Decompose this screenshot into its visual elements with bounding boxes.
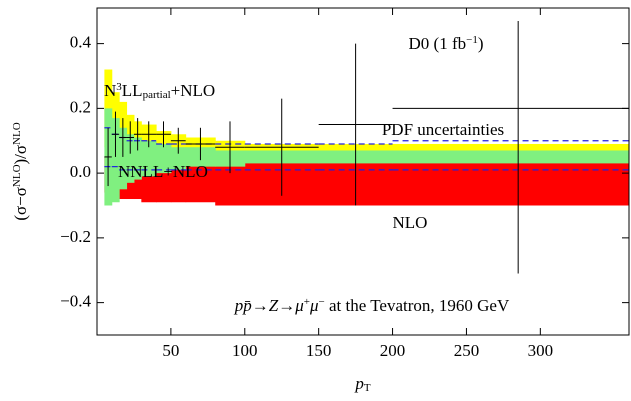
band-label: N3LLpartial+NLO — [104, 81, 215, 101]
annotation: pp̄→Z→μ+μ− at the Tevatron, 1960 GeV — [234, 296, 510, 315]
band-segment — [119, 127, 128, 190]
x-tick-label: 250 — [454, 341, 480, 360]
band-segment — [141, 140, 157, 177]
band-label: NLO — [393, 213, 428, 232]
band-segment — [111, 118, 120, 203]
band-segment — [126, 134, 135, 183]
text-part: μ — [294, 296, 304, 315]
text-part: NLO — [393, 213, 428, 232]
text-part: NLO — [11, 122, 23, 145]
text-part: +NLO — [171, 81, 216, 100]
text-part: −1 — [466, 34, 478, 46]
x-tick-label: 50 — [162, 341, 179, 360]
plot-frame — [96, 7, 630, 336]
x-tick-label: 100 — [232, 341, 258, 360]
text-part: PDF uncertainties — [382, 120, 504, 139]
text-part: Z — [269, 296, 279, 315]
y-tick-label: 0.0 — [70, 162, 91, 181]
band-label: NNLL+NLO — [118, 162, 208, 181]
text-part: 3 — [116, 81, 122, 93]
band-segment — [133, 137, 142, 180]
band-segment — [156, 143, 172, 174]
x-tick-label: 150 — [306, 341, 332, 360]
y-tick-label: −0.4 — [60, 292, 91, 311]
text-part: → — [278, 296, 295, 315]
text-part: (σ−σ — [11, 187, 30, 221]
text-part: μ — [309, 296, 319, 315]
band-segment — [392, 150, 629, 164]
text-part: N — [104, 81, 116, 100]
text-part: NLO — [11, 164, 23, 187]
text-part: at the Tevatron, 1960 GeV — [325, 296, 510, 315]
text-part: ) — [478, 34, 484, 53]
x-tick-label: 200 — [380, 341, 406, 360]
text-part: NNLL+NLO — [118, 162, 208, 181]
band-segment — [170, 147, 187, 170]
x-tick-label: 300 — [528, 341, 554, 360]
text-part: + — [304, 296, 310, 308]
plot-layer — [104, 20, 629, 274]
y-tick-label: −0.2 — [60, 227, 91, 246]
text-part: )/σ — [11, 145, 30, 165]
text-part: D0 (1 fb — [409, 34, 467, 53]
y-tick-label: 0.2 — [70, 97, 91, 116]
data-label: D0 (1 fb−1) — [409, 34, 484, 53]
text-part: p̄ — [242, 296, 252, 315]
text-part: T — [364, 382, 371, 394]
pdf-label: PDF uncertainties — [382, 120, 504, 139]
text-part: LL — [122, 81, 143, 100]
text-part: p — [234, 296, 244, 315]
text-part: partial — [143, 89, 171, 101]
text-part: − — [319, 296, 325, 308]
band-segment — [392, 143, 629, 154]
x-axis-label: pT — [354, 374, 371, 394]
text-part: p — [354, 374, 364, 393]
y-axis-label: (σ−σNLO)/σNLO — [11, 122, 30, 220]
y-tick-label: 0.4 — [70, 33, 92, 52]
text-part: → — [252, 296, 269, 315]
